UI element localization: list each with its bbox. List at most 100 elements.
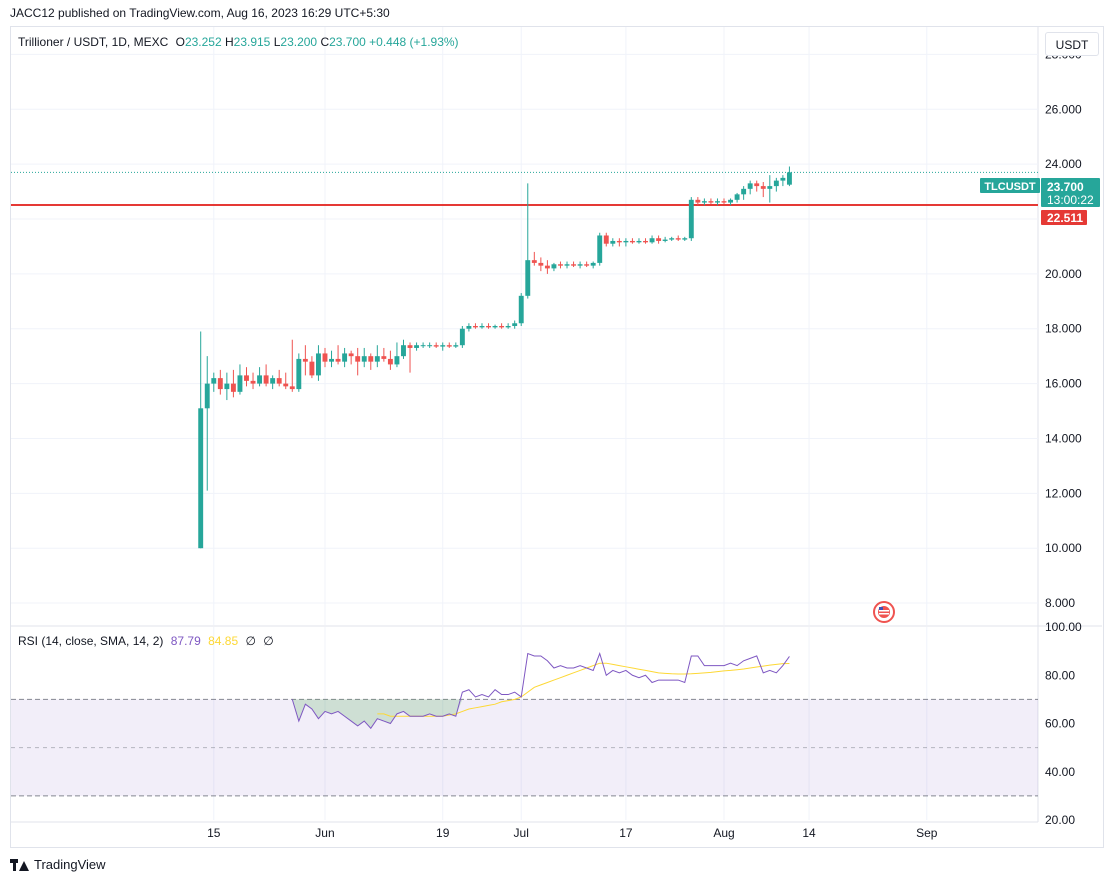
candle-body: [629, 240, 635, 243]
candle-body: [499, 326, 505, 328]
price-tag-layer: TLCUSDT 23.700 13:00:22 22.511: [980, 178, 1100, 225]
rsi-legend-label[interactable]: RSI (14, close, SMA, 14, 2): [18, 634, 164, 648]
candle: [741, 186, 747, 200]
candle: [610, 238, 616, 247]
rsi-tick-label: 20.00: [1045, 813, 1075, 827]
rsi-tick-label: 100.00: [1045, 620, 1082, 634]
candle-body: [433, 345, 439, 347]
candle-body: [420, 345, 426, 347]
candle-body: [773, 180, 779, 187]
candle: [643, 238, 648, 244]
candle-body: [649, 238, 655, 243]
price-tick-label: 24.000: [1045, 157, 1082, 171]
line-price-tag-bg: [1041, 210, 1087, 225]
candle: [505, 323, 511, 329]
candle: [472, 323, 478, 329]
legend-low-key: L: [273, 35, 281, 49]
candle: [270, 375, 276, 390]
candle-body: [302, 358, 308, 362]
legend-low-value: 23.200: [280, 35, 318, 49]
candle-body: [322, 353, 328, 362]
candle: [348, 350, 354, 365]
tradingview-logo-icon: [10, 858, 29, 871]
candle: [276, 369, 282, 387]
candle-body: [636, 240, 642, 243]
candle: [427, 342, 433, 348]
candle: [649, 235, 655, 244]
time-tick-label: Aug: [713, 826, 734, 840]
candle: [257, 367, 263, 387]
candle: [479, 323, 485, 329]
rsi-tick-label: 80.00: [1045, 668, 1075, 682]
candle: [322, 347, 328, 368]
legend-open-value: 23.252: [184, 35, 222, 49]
rsi-legend-extra-2: ∅: [263, 634, 274, 648]
candle: [531, 251, 537, 266]
candle-body: [643, 240, 648, 243]
candle: [283, 372, 289, 390]
time-tick-label: 15: [207, 826, 221, 840]
candle: [590, 261, 596, 269]
candle: [786, 166, 792, 187]
legend-open-key: O: [175, 35, 185, 49]
candle-body: [780, 177, 786, 181]
candle: [440, 342, 446, 351]
candle: [368, 353, 374, 370]
candle: [636, 238, 642, 244]
candle-body: [217, 378, 223, 390]
flag-icon[interactable]: [873, 601, 895, 623]
candle-body: [688, 199, 694, 239]
candle: [747, 180, 753, 195]
candles-layer: [198, 166, 792, 549]
candle: [374, 345, 380, 368]
candle: [734, 192, 740, 203]
candle-body: [767, 186, 773, 189]
candle-body: [518, 295, 524, 324]
candle-body: [263, 375, 269, 384]
candle-body: [486, 326, 491, 328]
candle: [309, 356, 315, 379]
legend-symbol[interactable]: Trillioner / USDT, 1D, MEXC: [18, 35, 169, 49]
candle-body: [407, 345, 413, 348]
footer-brand[interactable]: TradingView: [10, 857, 106, 872]
candle: [342, 347, 348, 368]
candle: [335, 345, 341, 365]
candle-body: [361, 356, 367, 362]
line-price-tag: 22.511: [1047, 211, 1083, 225]
time-tick-label: 14: [802, 826, 816, 840]
candle-body: [329, 358, 334, 362]
candle: [381, 347, 387, 362]
currency-button[interactable]: USDT: [1045, 32, 1099, 56]
candle: [211, 372, 217, 392]
candle-body: [675, 238, 681, 240]
footer-brand-text: TradingView: [34, 857, 106, 872]
candle-body: [760, 186, 766, 189]
candle-body: [708, 201, 714, 203]
candle: [760, 181, 766, 198]
candle: [597, 232, 603, 266]
candle: [571, 261, 577, 268]
price-tick-label: 16.000: [1045, 377, 1082, 391]
rsi-legend-sma-value: 84.85: [208, 634, 239, 648]
time-tick-label: Jun: [315, 826, 334, 840]
candle-body: [230, 383, 236, 392]
candle-body: [479, 326, 485, 328]
candle-body: [355, 356, 361, 362]
candle: [525, 183, 531, 299]
candle-body: [747, 183, 753, 189]
candle-body: [368, 356, 374, 362]
candle: [244, 367, 249, 387]
candle-body: [276, 378, 282, 384]
candle-body: [584, 264, 590, 266]
price-tick-label: 20.000: [1045, 267, 1082, 281]
countdown-tag: 13:00:22: [1047, 193, 1094, 207]
candle: [701, 198, 707, 206]
candle: [492, 324, 498, 329]
candle-body: [401, 345, 406, 357]
candle: [675, 235, 681, 241]
rsi-legend: RSI (14, close, SMA, 14, 2) 87.79 84.85 …: [18, 634, 274, 648]
candle-body: [466, 326, 472, 329]
candle-body: [289, 386, 295, 390]
candle-body: [283, 383, 289, 387]
